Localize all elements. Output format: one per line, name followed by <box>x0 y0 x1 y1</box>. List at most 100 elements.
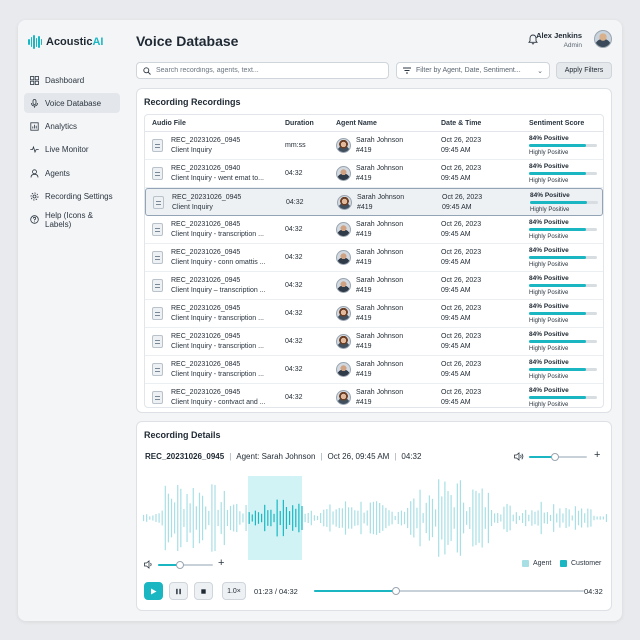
waveform-bar <box>549 514 552 522</box>
waveform-bar <box>472 489 474 547</box>
volume-knob-bottom[interactable] <box>176 561 184 569</box>
waveform-bar <box>270 509 272 527</box>
table-row[interactable]: REC_20231026_0945 Client Inquiry - conn o… <box>145 244 603 272</box>
waveform-bar <box>347 507 350 529</box>
waveform-bar <box>316 515 319 521</box>
waveform-bar <box>422 513 424 523</box>
waveform-bar <box>298 503 300 533</box>
table-row[interactable]: REC_20231026_0845 Client Inquiry - transc… <box>145 216 603 244</box>
play-button[interactable] <box>144 582 163 600</box>
waveform-bar <box>400 510 403 526</box>
waveform-bar <box>264 504 266 532</box>
table-row[interactable]: REC_20231026_0845 Client Inquiry - transc… <box>145 356 603 384</box>
waveform-bar <box>360 501 362 535</box>
sidebar-item-analytics[interactable]: Analytics <box>24 117 120 137</box>
waveform-bar <box>320 512 322 524</box>
waveform-bar <box>447 491 449 545</box>
waveform-bar <box>531 510 533 526</box>
details-datetime: Oct 26, 09:45 AM <box>327 452 390 461</box>
waveform-bar <box>248 512 250 524</box>
cell-date: Oct 26, 2023 <box>441 361 482 368</box>
waveform-bar <box>403 511 406 525</box>
column-header-agent-name[interactable]: Agent Name <box>336 120 377 127</box>
microphone-icon <box>31 98 38 108</box>
plus-icon-bottom[interactable]: + <box>218 557 225 569</box>
plus-icon[interactable]: + <box>594 449 601 461</box>
waveform-bar <box>453 507 455 529</box>
sidebar-item-agents[interactable]: Agents <box>24 163 120 183</box>
filter-dropdown[interactable]: Filter by Agent, Date, Sentiment... ⌄ <box>396 62 550 79</box>
audio-file-icon <box>153 196 164 209</box>
table-row[interactable]: REC_20231026_0940 Client Inquiry - went e… <box>145 160 603 188</box>
column-header-sentiment-score[interactable]: Sentiment Score <box>529 120 585 127</box>
apply-filters-button[interactable]: Apply Filters <box>556 62 612 79</box>
waveform-selection[interactable] <box>248 476 302 560</box>
sidebar-item-label: Recording Settings <box>45 191 113 201</box>
cell-duration: 04:32 <box>285 226 303 233</box>
audio-waveform[interactable] <box>142 474 608 562</box>
cell-sentiment-label: Highly Positive <box>529 402 569 408</box>
cell-sentiment-label: Highly Positive <box>529 178 569 184</box>
waveform-bar <box>338 507 340 529</box>
waveform-bar <box>382 505 384 531</box>
playback-progress[interactable] <box>314 590 584 592</box>
playback-speed-button[interactable]: 1.0× <box>222 582 246 600</box>
audio-file-icon <box>152 167 163 180</box>
column-header-audio-file[interactable]: Audio File <box>152 120 186 127</box>
waveform-bar <box>385 507 387 529</box>
cell-sentiment-score: 84% Positive <box>529 135 569 142</box>
bell-icon[interactable] <box>528 34 538 45</box>
sidebar-item-voice-database[interactable]: Voice Database <box>24 93 120 114</box>
stop-button[interactable] <box>194 582 213 600</box>
user-info[interactable]: Alex Jenkins Admin <box>536 31 582 49</box>
avatar[interactable] <box>594 30 612 48</box>
cell-agent-name: Sarah Johnson <box>356 165 404 172</box>
sidebar-item-dashboard[interactable]: Dashboard <box>24 70 120 90</box>
volume-slider-bottom[interactable] <box>158 564 213 566</box>
sidebar-item-recording-settings[interactable]: Recording Settings <box>24 186 120 206</box>
waveform-bar <box>518 515 521 521</box>
waveform-bar <box>484 507 486 529</box>
table-row[interactable]: REC_20231026_0945 Client Inquiry - transc… <box>145 300 603 328</box>
search-input[interactable] <box>156 67 376 74</box>
playback-progress-knob[interactable] <box>392 587 401 595</box>
waveform-bar <box>438 479 440 557</box>
table-row[interactable]: REC_20231026_0945 Client Inquiry – transc… <box>145 272 603 300</box>
sidebar-item-help-icons-labels[interactable]: Help (Icons & Labels) <box>24 210 120 230</box>
playback-time: 01:23 / 04:32 <box>254 587 298 596</box>
waveform-bar <box>211 484 213 552</box>
cell-file-name: REC_20231026_0945 <box>171 389 241 396</box>
waveform-bar <box>229 505 232 531</box>
cell-file-name: REC_20231026_0945 <box>171 137 241 144</box>
legend-swatch-agent <box>522 560 529 567</box>
cell-time: 09:45 AM <box>441 231 471 238</box>
waveform-bar <box>503 506 505 530</box>
waveform-bar <box>394 515 396 521</box>
app-window: AcousticAI Dashboard Voice Database Analyt… <box>18 20 622 621</box>
waveform-bar <box>205 506 207 530</box>
table-row[interactable]: REC_20231026_0945 Client Inquiry - contva… <box>145 384 603 412</box>
sentiment-bar <box>529 256 597 259</box>
sidebar-item-live-monitor[interactable]: Live Monitor <box>24 140 120 160</box>
waveform-logo-icon <box>28 35 42 49</box>
volume-icon[interactable] <box>514 452 524 461</box>
column-header-date-time[interactable]: Date & Time <box>441 120 482 127</box>
agent-avatar <box>337 195 352 210</box>
volume-knob-top[interactable] <box>551 453 560 461</box>
waveform-bar <box>410 501 412 535</box>
waveform-bar <box>142 514 145 522</box>
cell-time: 09:45 AM <box>441 259 471 266</box>
pause-button[interactable] <box>169 582 188 600</box>
table-row[interactable]: REC_20231026_0945 Client Inquiry 04:32 Sara… <box>145 188 603 216</box>
recordings-table: Audio File Duration Agent Name Date & Ti… <box>144 114 604 408</box>
waveform-bar <box>242 513 244 523</box>
waveform-bar <box>236 503 238 533</box>
table-row[interactable]: REC_20231026_0945 Client Inquiry mm:ss Sara… <box>145 132 603 160</box>
waveform-bar <box>366 510 368 526</box>
search-box[interactable] <box>136 62 389 79</box>
volume-icon-bottom[interactable] <box>144 560 154 569</box>
table-row[interactable]: REC_20231026_0945 Client Inquiry - transc… <box>145 328 603 356</box>
column-header-duration[interactable]: Duration <box>285 120 314 127</box>
cell-time: 09:45 AM <box>441 371 471 378</box>
search-icon <box>143 66 151 75</box>
